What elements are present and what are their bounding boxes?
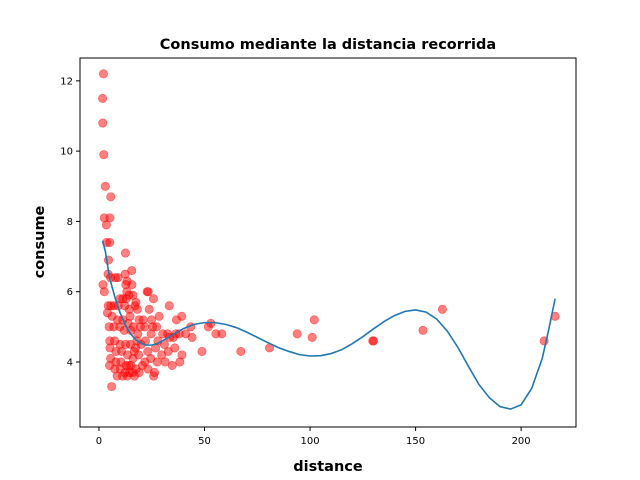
scatter-point bbox=[236, 346, 246, 356]
scatter-point bbox=[135, 322, 145, 332]
scatter-point bbox=[197, 346, 207, 356]
fit-curve-line bbox=[101, 240, 556, 410]
scatter-point bbox=[152, 357, 162, 367]
y-tick-label: 6 bbox=[67, 287, 73, 298]
plot-area: 0 50 100 150 200 4 6 8 10 12 bbox=[60, 57, 577, 447]
scatter-point bbox=[100, 181, 110, 191]
scatter-point bbox=[98, 69, 108, 79]
scatter-point bbox=[101, 220, 111, 230]
scatter-point bbox=[107, 382, 117, 392]
scatter-point bbox=[125, 311, 135, 321]
scatter-point bbox=[369, 336, 379, 346]
scatter-point bbox=[160, 357, 170, 367]
y-tick-label: 8 bbox=[67, 217, 73, 228]
scatter-point bbox=[292, 329, 302, 339]
scatter-point bbox=[437, 304, 447, 314]
chart-title: Consumo mediante la distancia recorrida bbox=[160, 37, 496, 53]
scatter-point bbox=[144, 304, 154, 314]
scatter-point bbox=[309, 315, 319, 325]
scatter-point bbox=[128, 368, 138, 378]
x-tick-label: 0 bbox=[96, 436, 102, 447]
scatter-point bbox=[418, 325, 428, 335]
x-axis-ticks: 0 50 100 150 200 bbox=[96, 427, 531, 447]
y-tick-label: 4 bbox=[67, 357, 73, 368]
scatter-point bbox=[170, 343, 180, 353]
scatter-point bbox=[127, 280, 137, 290]
x-tick-label: 150 bbox=[406, 436, 425, 447]
scatter-point bbox=[167, 360, 177, 370]
x-tick-label: 100 bbox=[301, 436, 320, 447]
scatter-point bbox=[99, 150, 109, 160]
scatter-point bbox=[120, 248, 130, 258]
scatter-point bbox=[148, 294, 158, 304]
y-axis-label: consume bbox=[32, 205, 48, 278]
scatter-point bbox=[105, 213, 115, 223]
scatter-point bbox=[149, 371, 159, 381]
x-tick-label: 200 bbox=[512, 436, 531, 447]
x-axis-label: distance bbox=[293, 459, 363, 475]
scatter-point bbox=[113, 273, 123, 283]
scatter-point bbox=[164, 301, 174, 311]
scatter-point bbox=[129, 346, 139, 356]
scatter-point bbox=[177, 311, 187, 321]
scatter-point bbox=[130, 301, 140, 311]
x-tick-label: 50 bbox=[198, 436, 211, 447]
scatter-series bbox=[98, 69, 560, 392]
scatter-point bbox=[143, 287, 153, 297]
scatter-point bbox=[98, 118, 108, 128]
scatter-point bbox=[105, 238, 115, 248]
scatter-point bbox=[124, 360, 134, 370]
axes-border bbox=[79, 57, 577, 428]
scatter-point bbox=[217, 329, 227, 339]
scatter-point bbox=[99, 287, 109, 297]
scatter-point bbox=[187, 332, 197, 342]
y-axis-ticks: 4 6 8 10 12 bbox=[60, 76, 80, 368]
scatter-point bbox=[307, 332, 317, 342]
scatter-point bbox=[98, 93, 108, 103]
scatter-point bbox=[175, 357, 185, 367]
y-tick-label: 12 bbox=[60, 76, 73, 87]
scatter-point bbox=[106, 192, 116, 202]
y-tick-label: 10 bbox=[60, 147, 73, 158]
scatter-point bbox=[154, 311, 164, 321]
scatter-point bbox=[146, 329, 156, 339]
scatter-point bbox=[152, 322, 162, 332]
